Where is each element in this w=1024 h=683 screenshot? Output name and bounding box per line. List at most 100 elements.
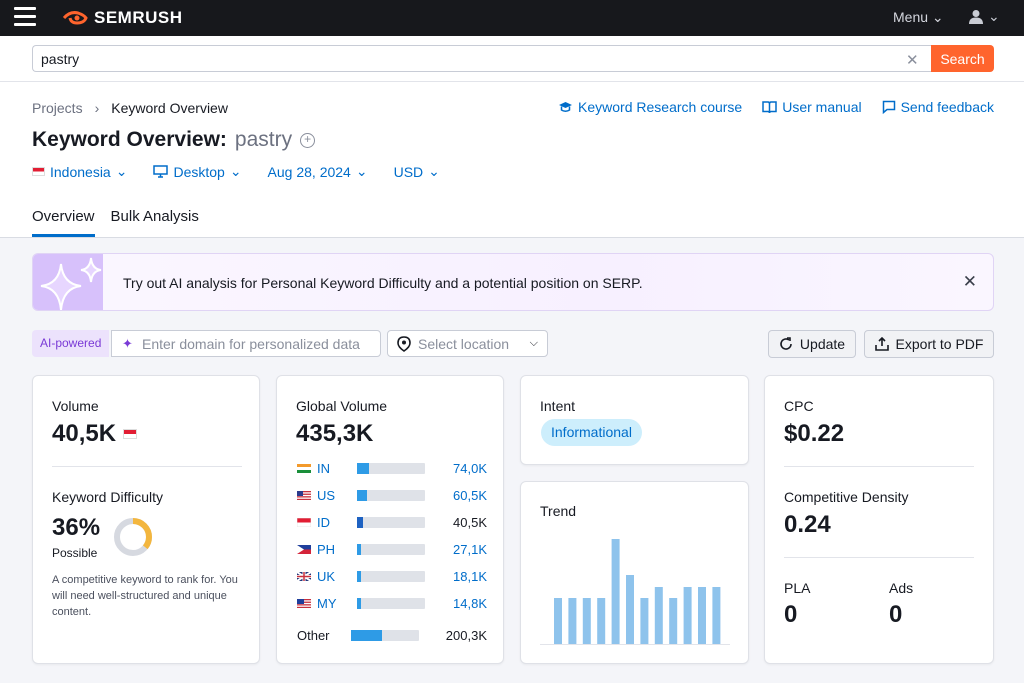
divider	[52, 466, 242, 467]
location-select[interactable]: Select location ⌵	[387, 330, 548, 357]
country-code: IN	[317, 460, 330, 476]
clear-search-icon[interactable]: ✕	[906, 52, 919, 69]
update-button[interactable]: Update	[768, 330, 856, 358]
country-share-bar	[357, 543, 425, 555]
country-volume: 18,1K	[453, 568, 487, 584]
trend-bar[interactable]	[654, 587, 663, 644]
chevron-right-icon: ›	[94, 100, 100, 116]
country-row-in[interactable]: IN 74,0K	[297, 460, 487, 476]
intent-badge[interactable]: Informational	[541, 419, 642, 446]
hamburger-menu-icon[interactable]	[14, 7, 36, 27]
banner-suffix: for Personal Keyword Difficulty and a po…	[240, 275, 643, 291]
global-volume-card: Global Volume 435,3K IN 74,0K US 60,5K I…	[276, 375, 504, 664]
date-selector[interactable]: Aug 28, 2024 ⌄	[268, 163, 368, 180]
ads-value: 0	[889, 601, 903, 628]
difficulty-gauge	[114, 518, 152, 556]
trend-bar[interactable]	[597, 598, 606, 644]
top-navigation-bar: SEMRUSH Menu ⌄ ⌄	[0, 0, 1024, 36]
view-tabs: Overview Bulk Analysis	[32, 208, 199, 237]
country-share-bar	[351, 629, 419, 641]
trend-bar[interactable]	[554, 598, 562, 644]
menu-dropdown[interactable]: Menu ⌄	[893, 9, 944, 26]
country-volume: 27,1K	[453, 541, 487, 557]
country-selector[interactable]: Indonesia ⌄	[32, 163, 127, 180]
cpc-value: $0.22	[784, 420, 845, 447]
keyword-search-input[interactable]	[32, 45, 932, 72]
cpc-card: CPC $0.22 Competitive Density 0.24 PLA 0…	[764, 375, 994, 664]
competitive-density-label: Competitive Density	[784, 489, 909, 505]
trend-bar[interactable]	[640, 598, 649, 644]
desktop-icon	[153, 165, 169, 178]
country-row-uk[interactable]: UK 18,1K	[297, 568, 487, 584]
search-button[interactable]: Search	[931, 45, 994, 72]
country-row-ph[interactable]: PH 27,1K	[297, 541, 487, 557]
user-manual-link[interactable]: User manual	[762, 99, 862, 115]
tab-bulk-analysis[interactable]: Bulk Analysis	[110, 208, 199, 225]
device-selector[interactable]: Desktop ⌄	[153, 163, 242, 180]
trend-bar[interactable]	[683, 587, 692, 644]
country-share-fill	[357, 597, 361, 609]
country-row-us[interactable]: US 60,5K	[297, 487, 487, 503]
semrush-logo[interactable]: SEMRUSH	[62, 8, 183, 28]
trend-bar[interactable]	[582, 598, 591, 644]
user-account-button[interactable]: ⌄	[968, 8, 1000, 25]
keyword-difficulty-value: 36%	[52, 514, 101, 541]
domain-input[interactable]	[142, 334, 378, 353]
currency-selector[interactable]: USD ⌄	[394, 163, 440, 180]
trend-bar[interactable]	[568, 598, 577, 644]
graduation-cap-icon	[559, 102, 573, 112]
domain-field: ✦	[111, 330, 381, 357]
export-pdf-button[interactable]: Export to PDF	[864, 330, 994, 358]
add-to-list-icon[interactable]: +	[300, 132, 316, 148]
breadcrumb-projects[interactable]: Projects	[32, 100, 83, 116]
trend-bar[interactable]	[626, 575, 634, 644]
divider	[784, 557, 974, 558]
indonesia-flag-icon	[297, 517, 311, 527]
country-row-id[interactable]: ID 40,5K	[297, 514, 487, 530]
country-row-my[interactable]: MY 14,8K	[297, 595, 487, 611]
user-icon	[969, 10, 983, 24]
country-volume: 74,0K	[453, 460, 487, 476]
page-title: Keyword Overview: pastry +	[32, 128, 316, 152]
breadcrumb-current: Keyword Overview	[111, 100, 228, 116]
location-placeholder: Select location	[418, 335, 510, 352]
volume-label: Volume	[52, 398, 99, 414]
indonesia-flag-icon	[32, 167, 45, 176]
close-icon[interactable]: ✕	[962, 272, 977, 291]
export-label: Export to PDF	[895, 336, 984, 352]
country-volume: 40,5K	[453, 514, 487, 530]
india-flag-icon	[297, 463, 311, 473]
country-share-fill	[357, 570, 361, 582]
country-code: PH	[317, 541, 336, 557]
trend-bar[interactable]	[712, 587, 721, 644]
ads-label: Ads	[889, 580, 914, 596]
title-prefix: Keyword Overview:	[32, 128, 227, 151]
country-volume: 60,5K	[453, 487, 487, 503]
trend-bar[interactable]	[698, 587, 706, 644]
country-share-fill	[357, 543, 361, 555]
send-feedback-link[interactable]: Send feedback	[882, 99, 994, 115]
chevron-down-icon: ⌵	[529, 337, 538, 349]
indonesia-flag-icon	[123, 429, 138, 439]
country-share-fill	[357, 462, 369, 474]
keyword-research-course-link[interactable]: Keyword Research course	[558, 99, 742, 115]
feedback-link-label: Send feedback	[900, 99, 994, 115]
currency-label: USD	[393, 163, 424, 180]
book-icon	[762, 100, 777, 113]
difficulty-gauge-arc	[114, 518, 152, 556]
country-code: ID	[317, 514, 330, 530]
pla-label: PLA	[784, 580, 811, 596]
trend-bar[interactable]	[669, 598, 678, 644]
trend-bar[interactable]	[611, 539, 620, 644]
date-label: Aug 28, 2024	[267, 163, 351, 180]
ai-analysis-banner: Try out AI analysis for Personal Keyword…	[32, 253, 994, 311]
country-share-fill	[351, 629, 382, 641]
ai-analysis-link[interactable]: AI analysis	[169, 275, 237, 291]
other-volume: 200,3K	[445, 627, 487, 643]
global-volume-value: 435,3K	[296, 420, 374, 447]
philippines-flag-icon	[297, 544, 311, 554]
tab-overview[interactable]: Overview	[32, 208, 95, 237]
volume-number: 40,5K	[52, 420, 117, 447]
breadcrumb: Projects › Keyword Overview	[32, 100, 228, 116]
keyword-difficulty-label: Keyword Difficulty	[52, 489, 164, 505]
